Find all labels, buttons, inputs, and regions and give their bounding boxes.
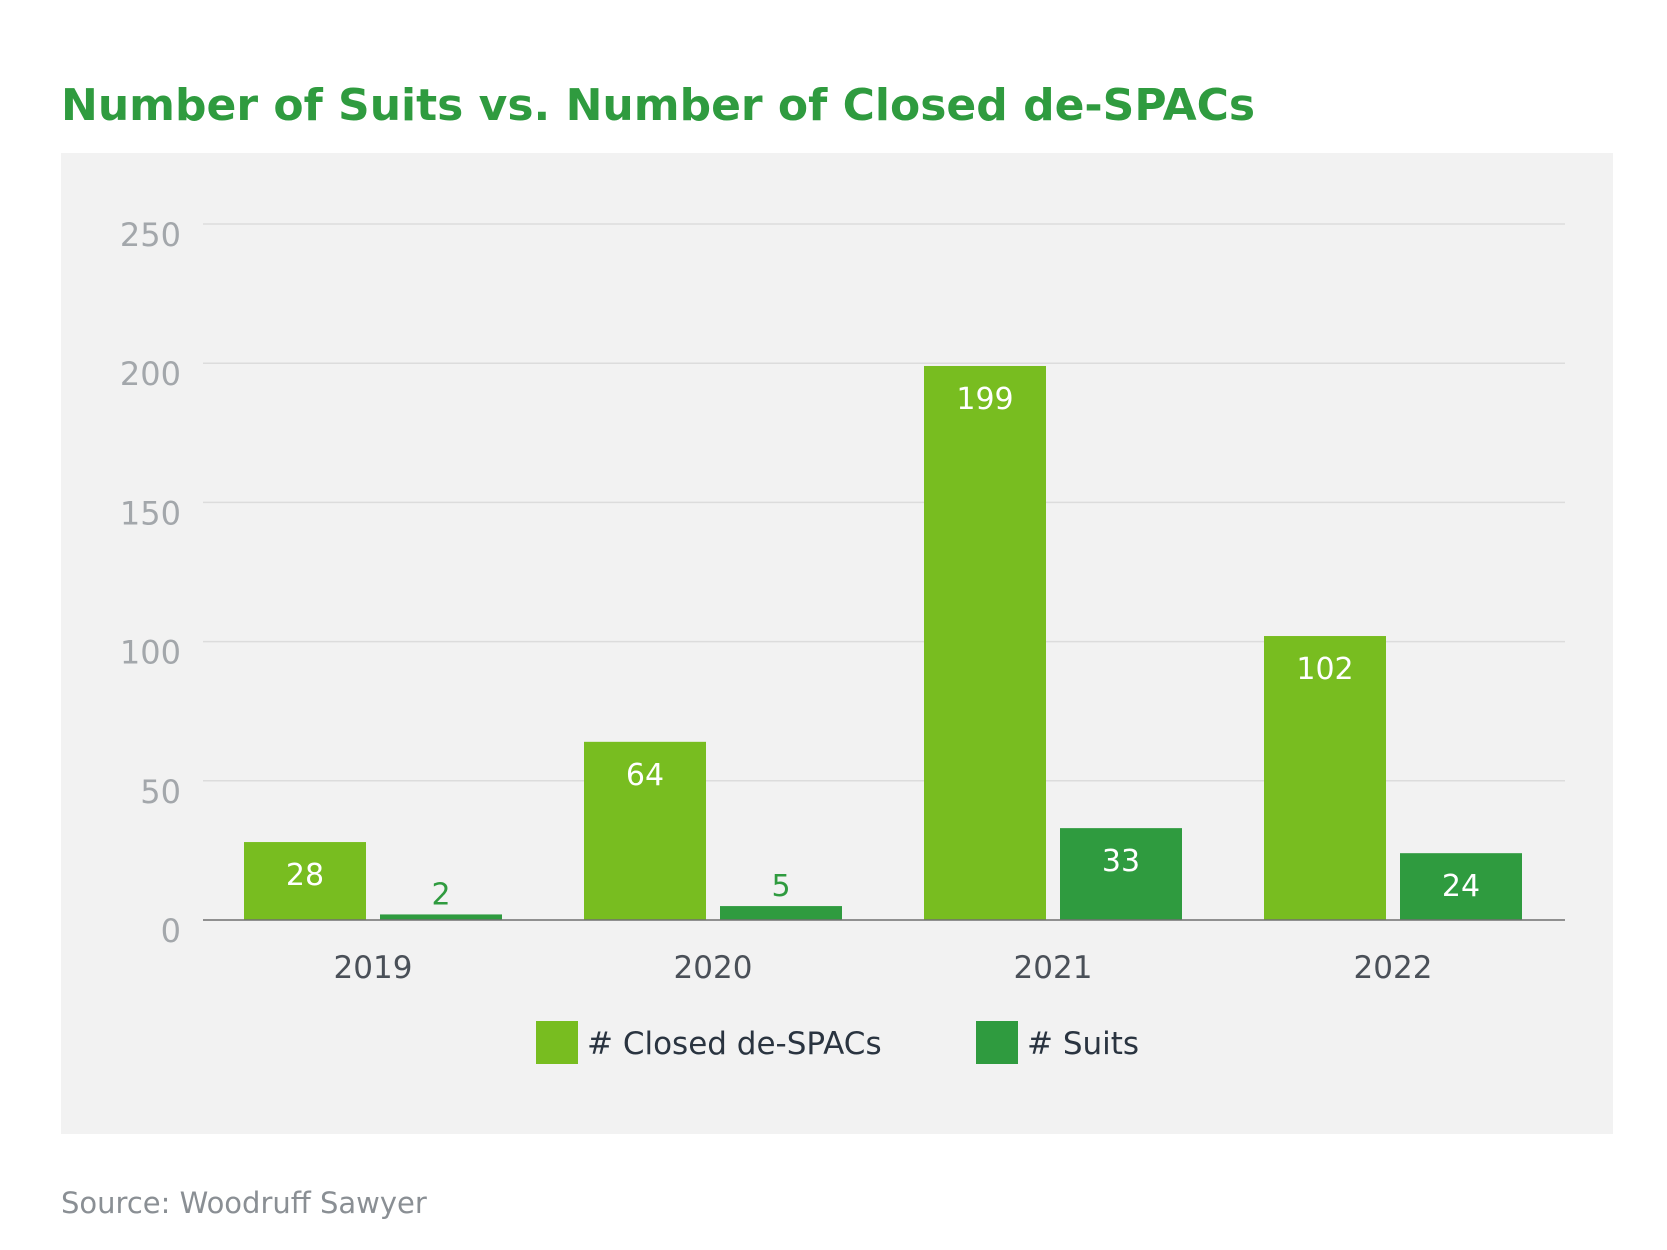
bar: [1264, 636, 1386, 920]
x-tick-label: 2022: [1354, 950, 1433, 986]
chart-title: Number of Suits vs. Number of Closed de-…: [61, 80, 1255, 131]
y-tick-label: 250: [120, 216, 181, 254]
legend-swatch: [976, 1021, 1018, 1064]
y-tick-label: 150: [120, 494, 181, 532]
legend-swatch: [536, 1021, 578, 1064]
data-label: 199: [956, 382, 1013, 417]
data-label: 33: [1102, 844, 1140, 879]
y-tick-label: 200: [120, 355, 181, 393]
legend-label: # Suits: [1027, 1026, 1139, 1062]
legend: # Closed de-SPACs # Suits: [536, 1021, 1139, 1064]
y-tick-label: 0: [161, 912, 181, 950]
bar: [584, 741, 706, 920]
y-tick-label: 50: [140, 773, 181, 811]
x-tick-label: 2019: [334, 950, 413, 986]
bar: [380, 914, 502, 920]
y-tick-label: 100: [120, 634, 181, 672]
source-note: Source: Woodruff Sawyer: [61, 1186, 427, 1220]
data-label: 5: [771, 869, 790, 904]
bar: [924, 365, 1046, 920]
bar: [720, 906, 842, 920]
bar: [244, 842, 366, 920]
x-tick-label: 2020: [674, 950, 753, 986]
bar: [1400, 853, 1522, 920]
bar: [1060, 828, 1182, 920]
legend-label: # Closed de-SPACs: [587, 1026, 882, 1062]
data-label: 24: [1442, 869, 1480, 904]
data-label: 64: [626, 758, 664, 793]
data-label: 28: [286, 858, 324, 893]
data-label: 102: [1296, 652, 1353, 687]
x-tick-label: 2021: [1014, 950, 1093, 986]
data-label: 2: [431, 877, 450, 912]
